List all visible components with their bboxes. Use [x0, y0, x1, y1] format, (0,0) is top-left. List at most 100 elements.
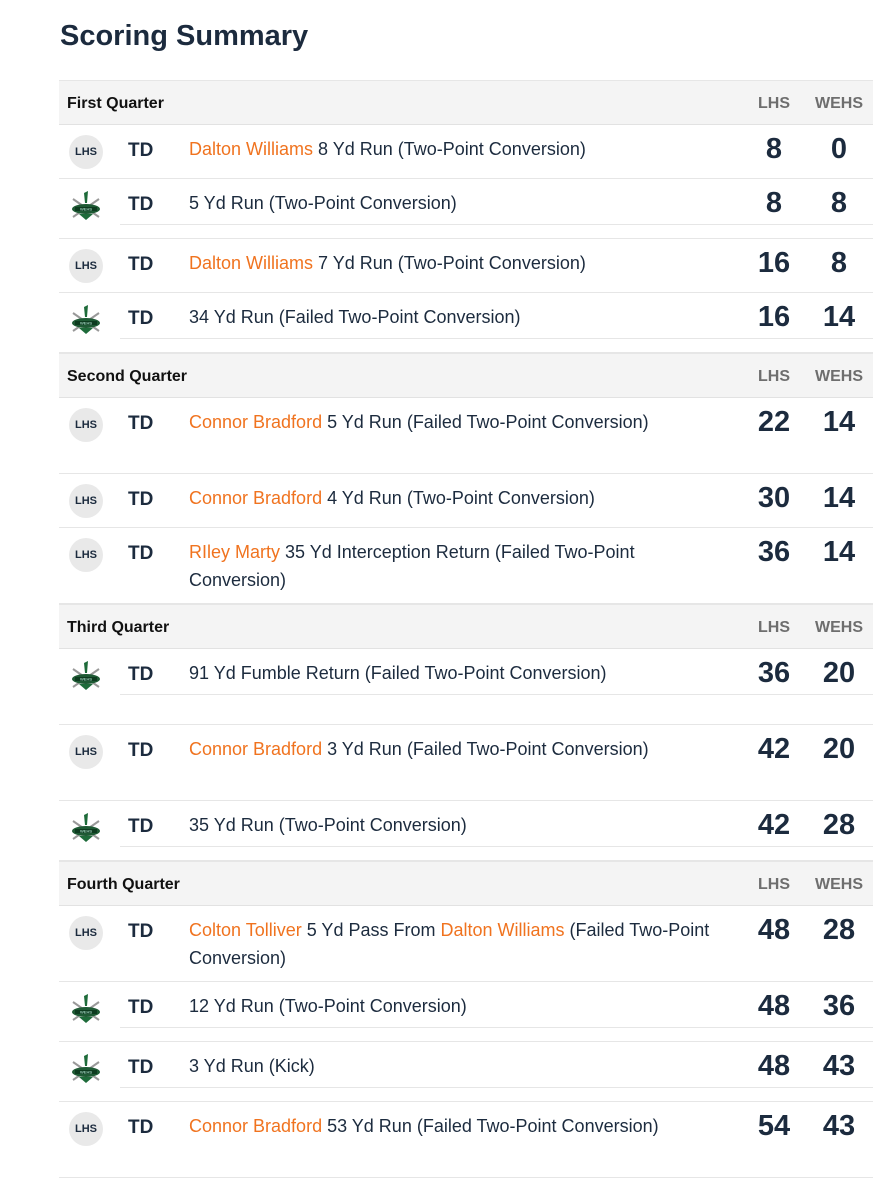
- play-description: Connor Bradford 5 Yd Run (Failed Two-Poi…: [189, 408, 734, 436]
- play-type: TD: [128, 1117, 154, 1138]
- away-score: 28: [822, 914, 856, 946]
- page-title: Scoring Summary: [60, 20, 309, 52]
- play-text: 53 Yd Run (Failed Two-Point Conversion): [327, 1116, 659, 1136]
- away-score: 43: [822, 1050, 856, 1082]
- away-score: 28: [822, 809, 856, 841]
- row-divider: [59, 1041, 873, 1042]
- row-divider: [120, 1087, 873, 1088]
- play-description: Dalton Williams 7 Yd Run (Two-Point Conv…: [189, 249, 734, 277]
- away-score: 36: [822, 990, 856, 1022]
- play-type: TD: [128, 543, 154, 564]
- column-header-home: LHS: [758, 368, 790, 385]
- wehs-team-logo: WEHS: [69, 189, 103, 223]
- play-type: TD: [128, 254, 154, 275]
- scoring-play-row: WEHS TD 34 Yd Run (Failed Two-Point Conver…: [59, 293, 873, 353]
- quarter-header: Second Quarter LHS WEHS: [59, 353, 873, 398]
- row-divider: [120, 338, 873, 339]
- column-header-home: LHS: [758, 619, 790, 636]
- scoring-play-row: WEHS TD 5 Yd Run (Two-Point Conversion) 8 8: [59, 179, 873, 239]
- scoring-play-row: WEHS TD 35 Yd Run (Two-Point Conversion) 42…: [59, 801, 873, 861]
- player-link[interactable]: RIley Marty: [189, 542, 281, 562]
- play-text: 35 Yd Interception Return (Failed Two-Po…: [189, 542, 635, 590]
- play-description: RIley Marty 35 Yd Interception Return (F…: [189, 538, 734, 594]
- home-score: 48: [757, 990, 791, 1022]
- play-description: Connor Bradford 3 Yd Run (Failed Two-Poi…: [189, 735, 734, 763]
- lhs-team-logo: LHS: [69, 408, 103, 442]
- home-score: 8: [765, 187, 783, 219]
- play-type: TD: [128, 308, 154, 329]
- home-score: 42: [757, 809, 791, 841]
- away-score: 20: [822, 733, 856, 765]
- quarter-header: Third Quarter LHS WEHS: [59, 604, 873, 649]
- play-type: TD: [128, 740, 154, 761]
- player-link[interactable]: Dalton Williams: [189, 139, 314, 159]
- play-type: TD: [128, 664, 154, 685]
- home-score: 16: [757, 301, 791, 333]
- scoring-play-row: LHS TD Dalton Williams 8 Yd Run (Two-Point…: [59, 125, 873, 179]
- play-description: Colton Tolliver 5 Yd Pass From Dalton Wi…: [189, 916, 734, 972]
- column-header-home: LHS: [758, 95, 790, 112]
- play-description: 5 Yd Run (Two-Point Conversion): [189, 189, 734, 217]
- away-score: 43: [822, 1110, 856, 1142]
- play-text: 3 Yd Run (Kick): [189, 1056, 315, 1076]
- home-score: 22: [757, 406, 791, 438]
- play-type: TD: [128, 816, 154, 837]
- wehs-team-logo: WEHS: [69, 303, 103, 337]
- scoring-table: First Quarter LHS WEHS LHS TD Dalton Williams…: [59, 80, 873, 1178]
- play-text: (Failed Two-Point Conversion): [189, 920, 710, 968]
- player-link[interactable]: Connor Bradford: [189, 739, 323, 759]
- svg-text:WEHS: WEHS: [80, 321, 92, 326]
- row-divider: [59, 352, 873, 353]
- column-header-away: WEHS: [815, 95, 863, 112]
- row-divider: [120, 1027, 873, 1028]
- home-score: 42: [757, 733, 791, 765]
- row-divider: [120, 224, 873, 225]
- scoring-play-row: LHS TD Connor Bradford 4 Yd Run (Two-Point…: [59, 474, 873, 528]
- row-divider: [59, 1101, 873, 1102]
- row-divider: [120, 846, 873, 847]
- lhs-team-logo: LHS: [69, 484, 103, 518]
- lhs-team-logo: LHS: [69, 1112, 103, 1146]
- lhs-team-logo: LHS: [69, 916, 103, 950]
- column-header-away: WEHS: [815, 368, 863, 385]
- play-type: TD: [128, 194, 154, 215]
- home-score: 30: [757, 482, 791, 514]
- home-score: 36: [757, 657, 791, 689]
- player-link[interactable]: Connor Bradford: [189, 1116, 323, 1136]
- away-score: 0: [830, 133, 848, 165]
- play-description: 35 Yd Run (Two-Point Conversion): [189, 811, 734, 839]
- home-score: 16: [757, 247, 791, 279]
- row-divider: [120, 694, 873, 695]
- lhs-team-logo: LHS: [69, 538, 103, 572]
- play-description: 3 Yd Run (Kick): [189, 1052, 734, 1080]
- column-header-away: WEHS: [815, 876, 863, 893]
- column-header-home: LHS: [758, 876, 790, 893]
- quarter-header: Fourth Quarter LHS WEHS: [59, 861, 873, 906]
- wehs-team-logo: WEHS: [69, 659, 103, 693]
- play-text: 91 Yd Fumble Return (Failed Two-Point Co…: [189, 663, 607, 683]
- home-score: 48: [757, 1050, 791, 1082]
- player-link[interactable]: Colton Tolliver: [189, 920, 302, 940]
- quarter-header: First Quarter LHS WEHS: [59, 80, 873, 125]
- svg-text:WEHS: WEHS: [80, 677, 92, 682]
- row-divider: [59, 724, 873, 725]
- player-link[interactable]: Dalton Williams: [440, 920, 565, 940]
- play-text: 4 Yd Run (Two-Point Conversion): [327, 488, 595, 508]
- player-link[interactable]: Dalton Williams: [189, 253, 314, 273]
- player-link[interactable]: Connor Bradford: [189, 488, 323, 508]
- scoring-play-row: WEHS TD 3 Yd Run (Kick) 48 43: [59, 1042, 873, 1102]
- wehs-team-logo: WEHS: [69, 1052, 103, 1086]
- scoring-play-row: WEHS TD 91 Yd Fumble Return (Failed Two-Po…: [59, 649, 873, 725]
- svg-text:WEHS: WEHS: [80, 1070, 92, 1075]
- play-text: 5 Yd Run (Two-Point Conversion): [189, 193, 457, 213]
- play-text: 7 Yd Run (Two-Point Conversion): [318, 253, 586, 273]
- scoring-play-row: LHS TD Connor Bradford 3 Yd Run (Failed Tw…: [59, 725, 873, 801]
- away-score: 14: [822, 536, 856, 568]
- row-divider: [59, 860, 873, 861]
- player-link[interactable]: Connor Bradford: [189, 412, 323, 432]
- scoring-play-row: LHS TD Connor Bradford 53 Yd Run (Failed T…: [59, 1102, 873, 1178]
- quarter-title: Fourth Quarter: [67, 876, 180, 893]
- play-type: TD: [128, 489, 154, 510]
- play-text: 8 Yd Run (Two-Point Conversion): [318, 139, 586, 159]
- play-description: Dalton Williams 8 Yd Run (Two-Point Conv…: [189, 135, 734, 163]
